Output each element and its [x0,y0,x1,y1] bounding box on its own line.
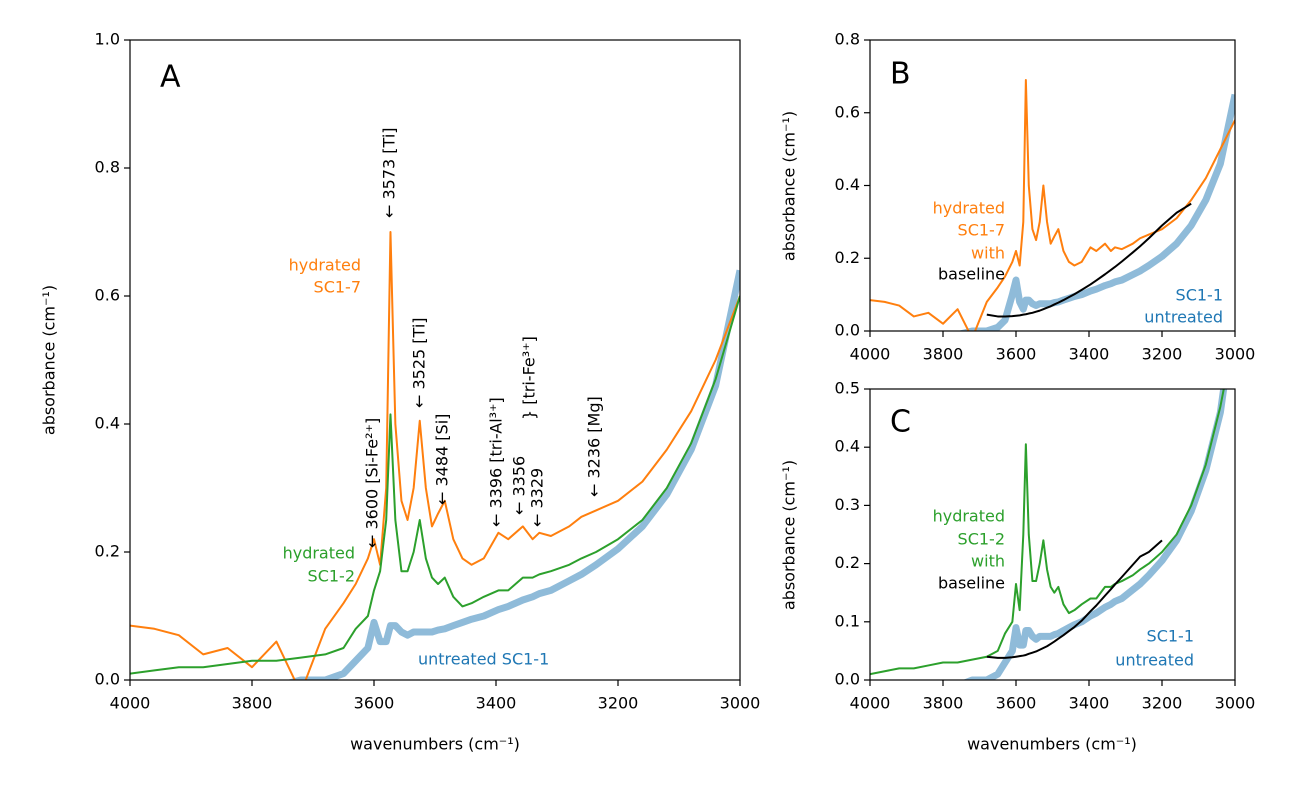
y-tick-label: 0.6 [95,286,120,305]
series-label: hydrated [933,507,1005,526]
y-tick-label: 0.6 [835,102,860,121]
series-label: untreated [1144,308,1223,327]
x-tick-label: 3200 [1142,694,1183,713]
series-label: SC1-1 [1176,286,1223,305]
peak-annotation: ← 3236 [Mg] [585,396,604,497]
y-tick-label: 0.5 [835,379,860,398]
spectrum-line [130,231,740,680]
x-tick-label: 3400 [476,694,517,713]
panel-1: 4000 3800 3600 3400 3200 3000 0.0 0.2 0.4 0.6 0.8 B… [780,30,1256,364]
y-tick-label: 0.1 [835,611,860,630]
series-label: SC1-2 [308,567,355,586]
x-tick-label: 4000 [850,694,891,713]
y-tick-label: 1.0 [95,30,120,49]
y-tick-label: 0.2 [835,553,860,572]
y-tick-label: 0.2 [835,248,860,267]
y-tick-label: 0.3 [835,495,860,514]
spectrum-line [287,269,740,680]
x-tick-label: 3400 [1069,345,1110,364]
panel-label: B [890,57,911,92]
series-label: with [971,552,1005,571]
series-label: baseline [938,265,1005,284]
x-tick-label: 3800 [923,345,964,364]
series-label: untreated [1115,651,1194,670]
series-label: hydrated [933,199,1005,218]
peak-annotation: ← 3600 [Si-Fe²⁺] [363,418,382,548]
series-label: SC1-7 [958,221,1005,240]
y-tick-label: 0.4 [835,437,860,456]
series-label: untreated SC1-1 [418,650,549,669]
y-tick-label: 0.8 [95,158,120,177]
spectrum-line [870,79,1235,331]
series-label: with [971,244,1005,263]
y-axis-label: absorbance (cm⁻¹) [780,111,799,261]
y-tick-label: 0.0 [835,321,860,340]
x-tick-label: 3200 [598,694,639,713]
x-tick-label: 3800 [923,694,964,713]
y-axis-label: absorbance (cm⁻¹) [40,285,59,435]
y-axis-label: absorbance (cm⁻¹) [780,460,799,610]
y-tick-label: 0.4 [95,414,120,433]
plot-area [870,79,1235,331]
series-label: hydrated [289,256,361,275]
axes-frame [869,39,1236,332]
panel-2: 4000 3800 3600 3400 3200 3000 0.0 0.1 0.2 0.3 0.4 0… [780,379,1256,754]
plot-area [130,231,740,680]
spectrum-line [986,539,1163,659]
x-tick-label: 4000 [850,345,891,364]
peak-annotation: ← 3484 [Si] [433,414,452,505]
spectrum-line [130,295,740,675]
y-tick-label: 0.4 [835,175,860,194]
x-axis-label: wavenumbers (cm⁻¹) [967,735,1137,754]
spectrum-line [962,389,1228,680]
y-tick-label: 0.0 [95,670,120,689]
x-tick-label: 3800 [232,694,273,713]
series-label: hydrated [283,544,355,563]
peak-annotation: ← 3396 [tri-Al³⁺] [487,397,506,527]
x-tick-label: 3600 [996,345,1037,364]
peak-annotation: ← 3356 [510,456,529,515]
x-tick-label: 3000 [1215,694,1256,713]
series-label: SC1-2 [958,530,1005,549]
panel-label: C [890,405,911,440]
x-tick-label: 3600 [354,694,395,713]
y-tick-label: 0.2 [95,542,120,561]
axes-frame [129,39,741,681]
peak-annotation: ← 3329 [528,468,547,527]
x-tick-label: 4000 [110,694,151,713]
panel-label: A [160,60,181,95]
x-axis-label: wavenumbers (cm⁻¹) [350,735,520,754]
peak-annotation: ← 3573 [Ti] [380,127,399,218]
peak-annotation: ← 3525 [Ti] [410,317,429,408]
spectrum-line [957,93,1235,331]
series-label: SC1-7 [314,278,361,297]
plot-area [870,389,1228,680]
x-tick-label: 3400 [1069,694,1110,713]
series-label: SC1-1 [1147,627,1194,646]
x-tick-label: 3200 [1142,345,1183,364]
axes-frame [869,388,1236,681]
spectrum-line [870,389,1225,676]
x-tick-label: 3600 [996,694,1037,713]
y-tick-label: 0.0 [835,670,860,689]
y-tick-label: 0.8 [835,30,860,49]
x-tick-label: 3000 [1215,345,1256,364]
peak-annotation: } [tri-Fe³⁺] [520,336,539,420]
x-tick-label: 3000 [720,694,761,713]
spectrum-line [986,202,1192,318]
series-label: baseline [938,574,1005,593]
panel-0: 4000 3800 3600 3400 3200 3000 0.0 0.2 0.4 0.6 0.8 1… [40,30,761,754]
